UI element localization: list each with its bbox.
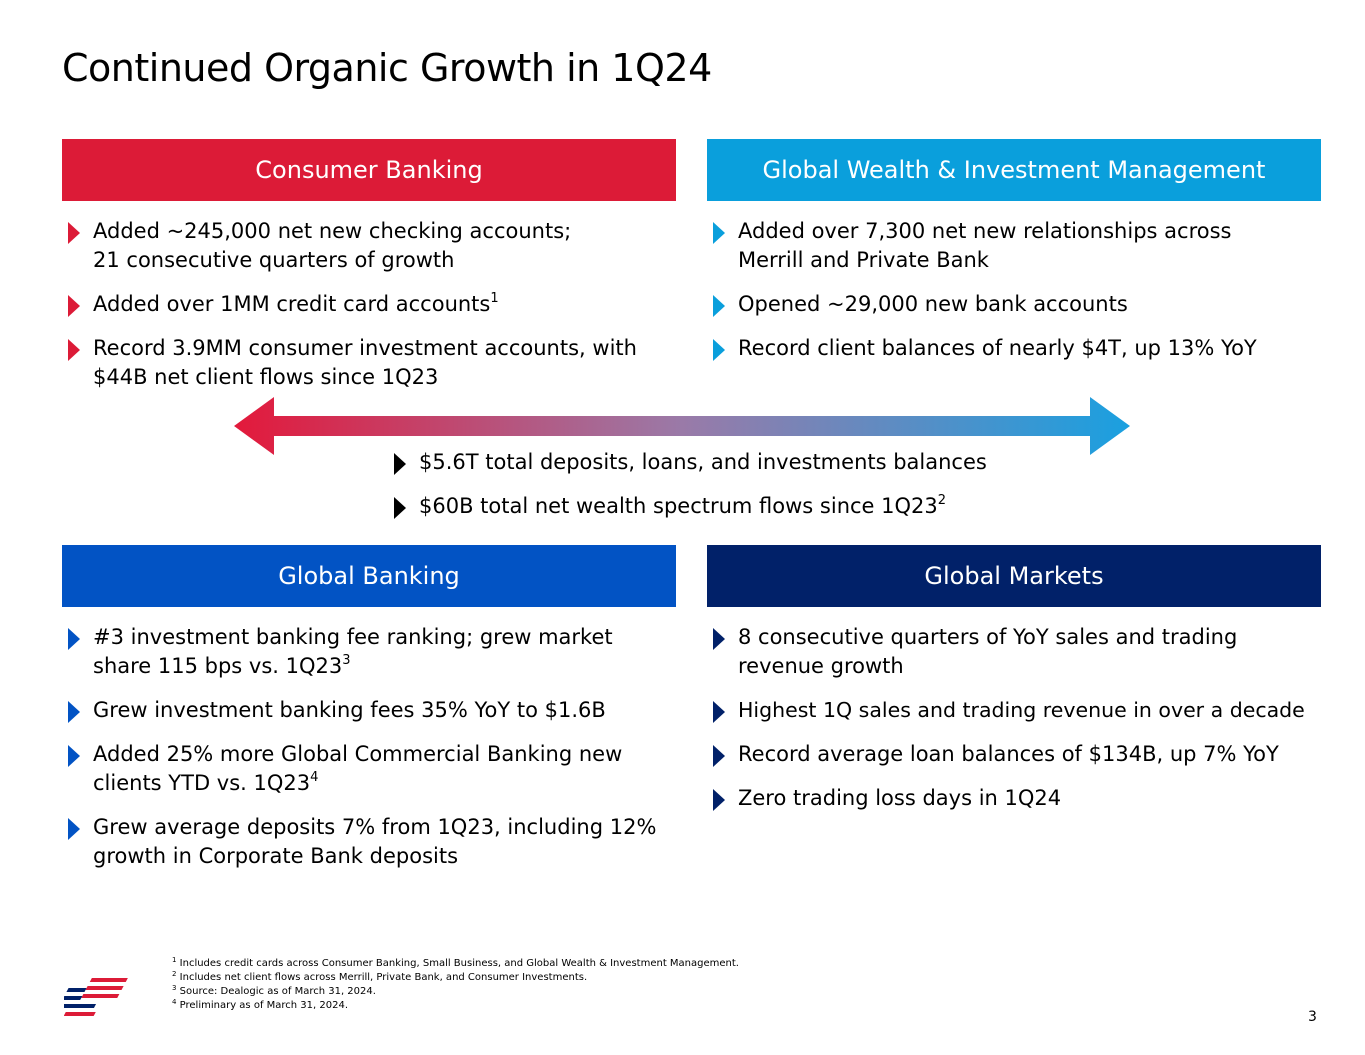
bullet-item: Added ~245,000 net new checking accounts… [62, 217, 593, 275]
global-banking-panel: Global Banking #3 investment banking fee… [62, 545, 676, 871]
triangle-bullet-icon [713, 295, 725, 317]
bullet-text: Grew investment banking fees 35% YoY to … [93, 698, 606, 722]
triangle-bullet-icon [713, 339, 725, 361]
footnote-text: Includes credit cards across Consumer Ba… [179, 958, 739, 969]
bullet-item: Added 25% more Global Commercial Banking… [62, 740, 638, 798]
center-bullets: $5.6T total deposits, loans, and investm… [388, 448, 1028, 521]
footnote-number: 2 [172, 970, 177, 978]
bullet-item: Record 3.9MM consumer investment account… [62, 334, 638, 392]
bullet-item: Added over 7,300 net new relationships a… [707, 217, 1298, 275]
bullet-item: Added over 1MM credit card accounts1 [62, 290, 676, 319]
triangle-bullet-icon [713, 628, 725, 650]
footnote: 3 Source: Dealogic as of March 31, 2024. [172, 985, 739, 999]
footnote-text: Preliminary as of March 31, 2024. [179, 1000, 349, 1011]
bullet-item: Grew investment banking fees 35% YoY to … [62, 696, 676, 725]
footnote-number: 3 [172, 984, 177, 992]
bullet-item: $60B total net wealth spectrum flows sin… [388, 492, 1028, 521]
footnote-number: 1 [172, 956, 177, 964]
consumer-banking-bullets: Added ~245,000 net new checking accounts… [62, 217, 676, 392]
global-markets-bullets: 8 consecutive quarters of YoY sales and … [707, 623, 1321, 813]
triangle-bullet-icon [68, 628, 80, 650]
bullet-text: 8 consecutive quarters of YoY sales and … [738, 625, 1238, 678]
footnote-number: 4 [172, 998, 177, 1006]
footnote: 2 Includes net client flows across Merri… [172, 971, 739, 985]
bullet-text: Zero trading loss days in 1Q24 [738, 786, 1062, 810]
footnote-text: Includes net client flows across Merrill… [179, 972, 588, 983]
triangle-bullet-icon [68, 745, 80, 767]
center-summary: $5.6T total deposits, loans, and investm… [388, 433, 1028, 521]
triangle-bullet-icon [394, 497, 406, 519]
triangle-bullet-icon [713, 745, 725, 767]
footnote-ref: 4 [310, 770, 319, 785]
bullet-text: Added over 1MM credit card accounts [93, 292, 491, 316]
footnote: 1 Includes credit cards across Consumer … [172, 957, 739, 971]
global-markets-panel: Global Markets 8 consecutive quarters of… [707, 545, 1321, 813]
consumer-banking-header: Consumer Banking [62, 139, 676, 201]
bullet-item: 8 consecutive quarters of YoY sales and … [707, 623, 1258, 681]
bank-logo-icon [64, 978, 128, 1016]
triangle-bullet-icon [713, 222, 725, 244]
bullet-text: Opened ~29,000 new bank accounts [738, 292, 1128, 316]
footnotes: 1 Includes credit cards across Consumer … [172, 957, 739, 1013]
footnote-ref: 3 [342, 653, 351, 668]
bullet-text: Record average loan balances of $134B, u… [738, 742, 1279, 766]
footnote-ref: 1 [490, 291, 499, 306]
global-markets-header: Global Markets [707, 545, 1321, 607]
bullet-text: Grew average deposits 7% from 1Q23, incl… [93, 815, 657, 868]
bullet-text: #3 investment banking fee ranking; grew … [93, 625, 613, 678]
global-banking-bullets: #3 investment banking fee ranking; grew … [62, 623, 676, 871]
bullet-item: Highest 1Q sales and trading revenue in … [707, 696, 1338, 725]
bullet-item: Grew average deposits 7% from 1Q23, incl… [62, 813, 668, 871]
wealth-bullets: Added over 7,300 net new relationships a… [707, 217, 1321, 363]
bullet-item: #3 investment banking fee ranking; grew … [62, 623, 673, 681]
page-title: Continued Organic Growth in 1Q24 [62, 46, 712, 90]
wealth-header: Global Wealth & Investment Management [707, 139, 1321, 201]
triangle-bullet-icon [68, 339, 80, 361]
bullet-item: $5.6T total deposits, loans, and investm… [388, 448, 1028, 477]
triangle-bullet-icon [68, 295, 80, 317]
triangle-bullet-icon [713, 789, 725, 811]
consumer-banking-panel: Consumer Banking Added ~245,000 net new … [62, 139, 676, 392]
bullet-text: Record 3.9MM consumer investment account… [93, 336, 637, 389]
bullet-item: Record client balances of nearly $4T, up… [707, 334, 1321, 363]
footnote-text: Source: Dealogic as of March 31, 2024. [179, 986, 376, 997]
global-banking-header: Global Banking [62, 545, 676, 607]
double-arrow-icon [234, 397, 1130, 455]
triangle-bullet-icon [68, 818, 80, 840]
triangle-bullet-icon [68, 222, 80, 244]
triangle-bullet-icon [394, 453, 406, 475]
bullet-item: Record average loan balances of $134B, u… [707, 740, 1321, 769]
bullet-text: Record client balances of nearly $4T, up… [738, 336, 1257, 360]
bullet-text: Added 25% more Global Commercial Banking… [93, 742, 623, 795]
triangle-bullet-icon [68, 701, 80, 723]
footnote: 4 Preliminary as of March 31, 2024. [172, 999, 739, 1013]
bullet-text: $60B total net wealth spectrum flows sin… [419, 494, 938, 518]
bullet-text: Added over 7,300 net new relationships a… [738, 219, 1232, 272]
triangle-bullet-icon [713, 701, 725, 723]
bullet-item: Zero trading loss days in 1Q24 [707, 784, 1321, 813]
bullet-text: $5.6T total deposits, loans, and investm… [419, 450, 987, 474]
bullet-text: Highest 1Q sales and trading revenue in … [738, 698, 1305, 722]
footnote-ref: 2 [937, 493, 947, 508]
wealth-panel: Global Wealth & Investment Management Ad… [707, 139, 1321, 363]
bullet-text: Added ~245,000 net new checking accounts… [93, 219, 572, 272]
bullet-item: Opened ~29,000 new bank accounts [707, 290, 1321, 319]
page-number: 3 [1308, 1009, 1317, 1025]
